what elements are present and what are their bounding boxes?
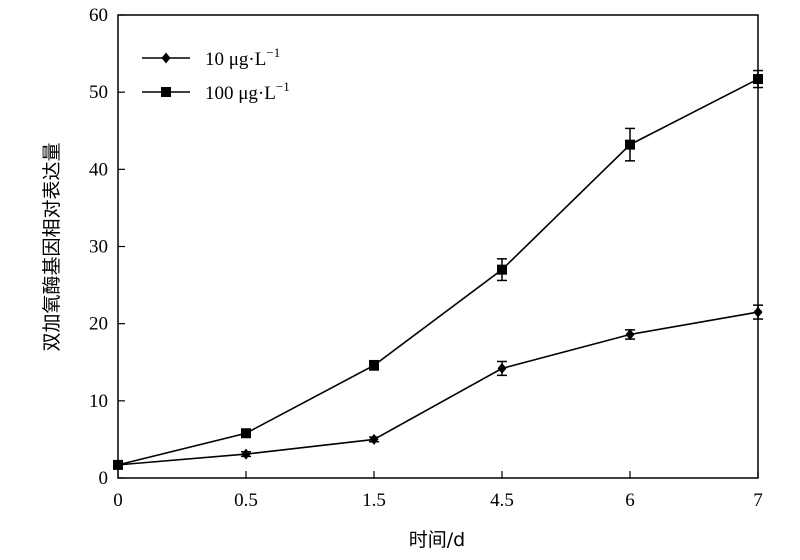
data-point [497,264,507,275]
y-tick-label: 0 [99,468,109,489]
x-tick-label: 0.5 [234,490,258,511]
series-line [117,311,759,466]
data-point [241,448,251,460]
series-1 [113,304,763,471]
x-tick-label: 0 [113,490,123,511]
y-axis-title: 双加氧酶基因相对表达量 [41,142,63,351]
y-tick-label: 50 [89,82,108,103]
legend-item-2: 100 μg·L−1 [142,79,290,104]
x-tick-label: 1.5 [362,490,386,511]
data-point [497,362,507,374]
y-tick-label: 30 [89,237,108,258]
x-tick-label: 4.5 [490,490,514,511]
data-point [625,328,635,340]
legend: 10 μg·L−1 100 μg·L−1 [142,45,290,104]
y-tick-label: 60 [89,5,108,26]
x-tick-label: 6 [625,490,635,511]
legend-marker [161,87,171,97]
data-point [753,306,763,318]
data-point [369,360,379,371]
data-point [625,139,635,150]
x-tick-label: 7 [753,490,763,511]
legend-label-superscript: −1 [266,45,280,60]
x-axis-title: 时间/d [409,529,465,551]
data-point [369,433,379,445]
y-tick-label: 10 [89,391,108,412]
y-tick-label: 40 [89,159,108,180]
y-tick-label: 20 [89,314,108,335]
data-point [753,74,763,85]
data-point [113,459,123,470]
legend-item-1: 10 μg·L−1 [142,45,280,70]
series-line [117,78,759,466]
legend-label: 10 μg·L−1 [205,45,280,70]
legend-label-superscript: −1 [276,79,290,94]
y-axis-ticks: 0 10 20 30 40 50 60 [89,5,125,489]
x-axis-ticks: 0 0.5 1.5 4.5 6 7 [113,471,763,511]
series-layer [113,69,763,471]
legend-marker [161,52,171,64]
series-2 [113,69,763,470]
data-point [241,428,251,439]
legend-label: 100 μg·L−1 [205,79,290,104]
